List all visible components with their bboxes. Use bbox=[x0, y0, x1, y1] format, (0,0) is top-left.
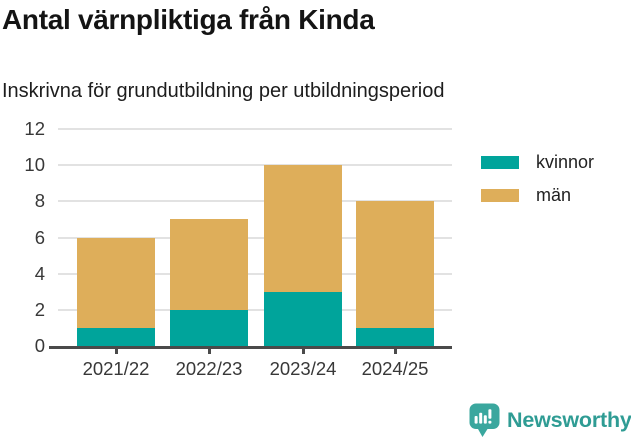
legend: kvinnor män bbox=[481, 152, 594, 206]
bar-segment-kvinnor bbox=[170, 309, 248, 346]
chart-title: Antal värnpliktiga från Kinda bbox=[2, 4, 375, 35]
legend-item-kvinnor: kvinnor bbox=[481, 152, 594, 173]
bar-2021/22 bbox=[77, 237, 155, 346]
chart-subtitle: Inskrivna för grundutbildning per utbild… bbox=[2, 80, 445, 102]
legend-item-män: män bbox=[481, 185, 594, 206]
gridline-y-10 bbox=[58, 164, 452, 167]
newsworthy-chart-bubble-icon bbox=[469, 403, 500, 438]
y-axis-tick-label: 6 bbox=[34, 226, 45, 248]
x-axis-tick-mark bbox=[301, 349, 305, 354]
newsworthy-brand-link[interactable]: Newsworthy bbox=[469, 403, 631, 438]
bar-segment-kvinnor bbox=[77, 327, 155, 346]
gridline-y-12 bbox=[58, 128, 452, 130]
x-axis-category-label: 2023/24 bbox=[269, 358, 337, 379]
bar-segment-män bbox=[356, 201, 434, 328]
bar-segment-män bbox=[264, 165, 342, 292]
gridline-y-8 bbox=[58, 200, 452, 203]
bar-segment-män bbox=[170, 219, 248, 310]
bar-2023/24 bbox=[264, 165, 342, 346]
bar-segment-kvinnor bbox=[264, 291, 342, 346]
bar-segment-män bbox=[77, 237, 155, 328]
y-axis-tick-label: 10 bbox=[24, 154, 45, 176]
legend-swatch-kvinnor bbox=[481, 156, 519, 169]
y-axis-tick-label: 8 bbox=[34, 190, 45, 212]
x-axis-tick-mark bbox=[207, 349, 211, 354]
newsworthy-brand-name: Newsworthy bbox=[507, 408, 631, 432]
x-axis-category-label: 2021/22 bbox=[82, 358, 150, 379]
gridline-y-2 bbox=[58, 308, 452, 311]
gridline-y-4 bbox=[58, 272, 452, 275]
gridline-y-6 bbox=[58, 236, 452, 239]
legend-label: män bbox=[536, 185, 572, 205]
bar-segment-kvinnor bbox=[356, 327, 434, 346]
bar-2024/25 bbox=[356, 201, 434, 346]
legend-swatch-män bbox=[481, 189, 519, 202]
bar-2022/23 bbox=[170, 219, 248, 346]
x-axis-tick-mark bbox=[114, 349, 118, 354]
x-axis-category-label: 2022/23 bbox=[175, 358, 243, 379]
y-axis-tick-label: 4 bbox=[34, 262, 45, 284]
y-axis-tick-label: 2 bbox=[34, 298, 45, 320]
x-axis-line bbox=[49, 346, 452, 349]
legend-label: kvinnor bbox=[536, 152, 595, 172]
y-axis-tick-label: 0 bbox=[34, 335, 45, 356]
y-axis-tick-label: 12 bbox=[24, 118, 45, 139]
x-axis-category-label: 2024/25 bbox=[361, 358, 429, 379]
x-axis-tick-mark bbox=[393, 349, 397, 354]
